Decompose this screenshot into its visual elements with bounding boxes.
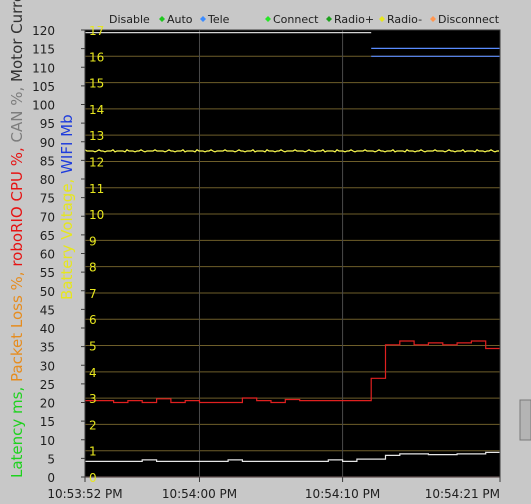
right-tick-label: 11	[89, 182, 104, 196]
series-line-0	[85, 340, 500, 404]
legend-marker-icon	[200, 16, 206, 22]
right-tick-label: 6	[89, 313, 97, 327]
series-line-1	[85, 451, 500, 462]
legend-label: Auto	[167, 13, 193, 26]
right-tick-label: 15	[89, 77, 104, 91]
left-tick-label: 25	[40, 378, 55, 392]
right-axis-title: Battery Voltage, WIFI Mb	[58, 114, 76, 300]
left-tick-label: 40	[40, 322, 55, 336]
right-tick-label: 4	[89, 366, 97, 380]
side-scroll-handle[interactable]	[519, 399, 531, 441]
right-tick-label: 12	[89, 155, 104, 169]
legend-item[interactable]: Radio+	[326, 13, 374, 26]
axis-title-part: Motor Currents	[8, 0, 26, 82]
right-tick-label: 14	[89, 103, 104, 117]
right-tick-label: 2	[89, 418, 97, 432]
legend-marker-icon	[159, 16, 165, 22]
left-tick-label: 60	[40, 248, 55, 262]
left-tick-label: 120	[32, 24, 55, 38]
x-tick-label: 10:54:00 PM	[162, 487, 237, 501]
legend-item[interactable]: Disconnect	[430, 13, 500, 26]
left-tick-label: 15	[40, 415, 55, 429]
right-tick-label: 3	[89, 392, 97, 406]
series-line-3	[84, 149, 499, 153]
right-tick-label: 7	[89, 287, 97, 301]
axis-title-part: CAN %,	[8, 82, 26, 143]
x-tick-label: 10:54:10 PM	[305, 487, 380, 501]
left-tick-label: 0	[47, 471, 55, 485]
x-tick-label: 10:54:21 PM	[425, 487, 500, 501]
legend-label: Disconnect	[438, 13, 500, 26]
legend-item[interactable]: Auto	[159, 13, 193, 26]
right-tick-label: 8	[89, 261, 97, 275]
right-tick-label: 9	[89, 234, 97, 248]
left-tick-label: 85	[40, 154, 55, 168]
legend-item[interactable]: Radio-	[379, 13, 422, 26]
left-tick-label: 20	[40, 397, 55, 411]
left-axis-title: Latency ms, Packet Loss %, roboRIO CPU %…	[8, 0, 26, 478]
left-tick-label: 80	[40, 173, 55, 187]
axis-title-part: Battery Voltage,	[58, 174, 76, 300]
legend-marker-icon	[379, 16, 385, 22]
axis-title-part: Packet Loss %,	[8, 267, 26, 382]
left-tick-label: 65	[40, 229, 55, 243]
left-tick-label: 45	[40, 303, 55, 317]
legend-label: Tele	[207, 13, 230, 26]
left-tick-label: 115	[32, 43, 55, 57]
legend-marker-icon	[265, 16, 271, 22]
left-tick-label: 110	[32, 61, 55, 75]
x-tick-label: 10:53:52 PM	[47, 487, 122, 501]
legend-item[interactable]: Connect	[265, 13, 319, 26]
left-tick-label: 70	[40, 210, 55, 224]
legend-marker-icon	[430, 16, 436, 22]
right-tick-label: 1	[89, 445, 97, 459]
right-tick-label: 0	[89, 471, 97, 485]
left-tick-label: 75	[40, 192, 55, 206]
legend-marker-icon	[326, 16, 332, 22]
left-axis: 0 5 10 15 20 25 30 35 40 45 50 55 60 65 70 75 80 85 90 95 10…	[32, 24, 85, 485]
left-tick-label: 30	[40, 359, 55, 373]
right-tick-label: 10	[89, 208, 104, 222]
left-tick-label: 5	[47, 452, 55, 466]
legend: Disable Auto Tele Connect Radio+ Radio- Discon…	[101, 13, 500, 26]
legend-marker-icon	[101, 16, 107, 22]
legend-label: Connect	[273, 13, 319, 26]
x-axis: 10:53:52 PM 10:54:00 PM 10:54:10 PM 10:54:2…	[47, 477, 501, 501]
axis-title-part: WIFI Mb	[58, 114, 76, 174]
left-tick-label: 10	[40, 434, 55, 448]
right-tick-label: 17	[89, 24, 104, 38]
left-tick-label: 100	[32, 99, 55, 113]
legend-item[interactable]: Tele	[200, 13, 230, 26]
legend-label: Radio+	[334, 13, 374, 26]
right-tick-label: 13	[89, 129, 104, 143]
left-tick-label: 105	[32, 80, 55, 94]
axis-title-part: roboRIO CPU %,	[8, 142, 26, 266]
right-tick-label: 5	[89, 340, 97, 354]
right-tick-label: 16	[89, 50, 104, 64]
legend-label: Radio-	[387, 13, 422, 26]
left-tick-label: 50	[40, 285, 55, 299]
left-tick-label: 95	[40, 117, 55, 131]
axis-title-part: Latency ms,	[8, 382, 26, 478]
left-tick-label: 55	[40, 266, 55, 280]
left-tick-label: 90	[40, 136, 55, 150]
plot-background	[85, 30, 500, 477]
legend-label: Disable	[109, 13, 150, 26]
legend-item[interactable]: Disable	[101, 13, 150, 26]
left-tick-label: 35	[40, 341, 55, 355]
